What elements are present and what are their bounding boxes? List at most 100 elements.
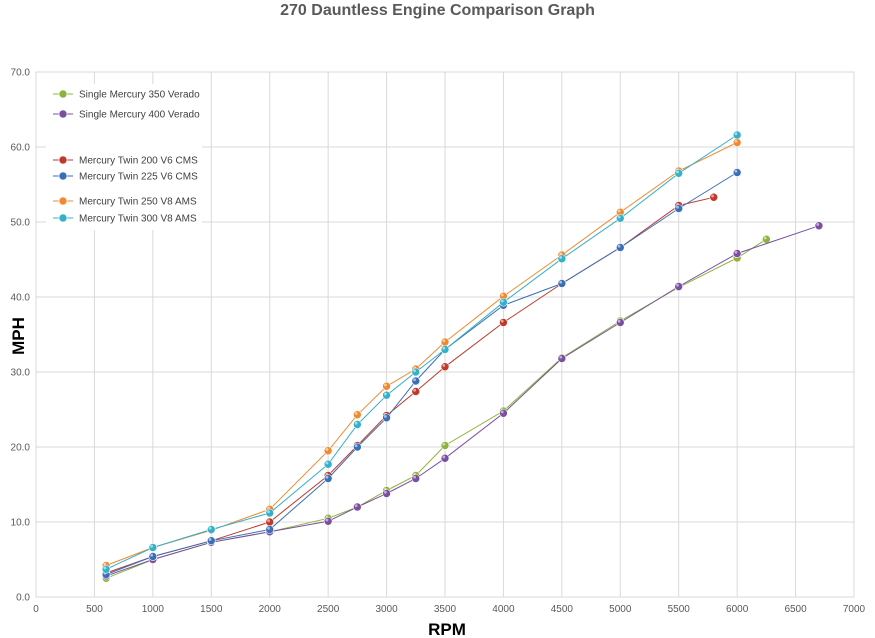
x-tick-label: 3500 — [434, 604, 457, 615]
data-point — [814, 221, 824, 231]
data-point-highlight — [442, 364, 446, 367]
data-point-highlight — [103, 566, 107, 570]
data-point — [323, 474, 333, 483]
data-point-highlight — [383, 392, 387, 396]
x-tick-label: 4000 — [492, 604, 515, 615]
data-point-highlight — [325, 461, 329, 465]
data-point-highlight — [413, 475, 416, 479]
data-point-highlight — [325, 475, 329, 479]
data-point-highlight — [103, 562, 107, 566]
legend: Single Mercury 350 Verado Single Mercury … — [46, 84, 202, 230]
data-point — [323, 459, 333, 469]
data-point — [440, 362, 450, 372]
data-point — [148, 543, 158, 552]
legend-marker — [58, 196, 68, 206]
y-tick-label: 0.0 — [16, 593, 30, 604]
series-6 — [101, 130, 742, 574]
data-point-highlight — [354, 421, 358, 425]
x-tick-label: 6000 — [726, 604, 749, 615]
data-point — [323, 516, 333, 526]
legend-item: Single Mercury 400 Verado — [53, 110, 200, 121]
legend-item: Mercury Twin 250 V8 AMS — [53, 197, 197, 208]
x-tick-label: 2500 — [317, 604, 340, 615]
legend-box — [46, 84, 202, 230]
data-point — [206, 536, 216, 546]
x-tick-label: 4500 — [551, 604, 574, 615]
data-point — [557, 254, 567, 264]
data-point-highlight — [500, 319, 504, 323]
data-point-highlight — [500, 410, 504, 414]
data-point-highlight — [413, 388, 416, 392]
data-point — [353, 442, 362, 452]
axes: 0 500 1000 1500 2000 2500 3000 3500 4000 4500 5000… — [11, 68, 866, 616]
data-point-highlight — [354, 444, 358, 448]
data-point — [732, 130, 742, 140]
data-point-highlight — [559, 252, 563, 256]
x-tick-label: 500 — [86, 604, 103, 615]
legend-marker — [58, 171, 68, 181]
data-point — [440, 337, 450, 347]
data-point — [411, 474, 421, 483]
x-tick-label: 5000 — [609, 604, 632, 615]
x-axis-title: RPM — [428, 620, 466, 638]
data-point — [353, 410, 362, 420]
data-point-highlight — [383, 383, 387, 387]
series-line — [105, 225, 820, 577]
data-point — [557, 279, 567, 288]
x-tick-label: 0 — [33, 604, 39, 615]
data-point — [101, 564, 111, 574]
chart-title: 270 Dauntless Engine Comparison Graph — [280, 2, 595, 19]
data-point-highlight — [442, 455, 446, 459]
x-tick-label: 1500 — [200, 604, 223, 615]
data-point — [709, 192, 719, 202]
data-point — [440, 441, 450, 450]
y-tick-label: 60.0 — [11, 143, 31, 154]
data-point — [148, 552, 158, 561]
data-point-highlight — [442, 346, 446, 350]
data-point — [615, 318, 625, 327]
data-point — [382, 489, 391, 498]
data-point — [732, 249, 742, 258]
legend-label: Mercury Twin 250 V8 AMS — [79, 197, 197, 208]
data-point — [382, 413, 391, 423]
data-point — [382, 381, 391, 391]
data-point — [440, 453, 450, 463]
data-point-highlight — [617, 244, 621, 248]
y-axis-title: MPH — [9, 317, 28, 355]
data-point — [382, 390, 391, 400]
data-point-highlight — [383, 490, 387, 494]
legend-marker — [58, 109, 68, 119]
legend-marker — [58, 213, 68, 223]
data-point-highlight — [413, 378, 416, 382]
data-point — [206, 525, 216, 534]
legend-item: Mercury Twin 200 V6 CMS — [53, 156, 198, 167]
data-point-highlight — [676, 170, 679, 174]
data-point-highlight — [325, 448, 329, 451]
data-point — [674, 168, 684, 178]
series-layer — [101, 130, 824, 583]
data-point-highlight — [267, 506, 270, 510]
legend-label: Mercury Twin 300 V8 AMS — [79, 214, 197, 225]
data-point — [265, 525, 275, 534]
x-tick-label: 2000 — [259, 604, 282, 615]
data-point-highlight — [617, 215, 621, 219]
data-point-highlight — [354, 412, 358, 415]
series-1 — [101, 234, 771, 583]
data-point-highlight — [150, 553, 154, 557]
data-point — [499, 318, 508, 327]
data-point-highlight — [267, 519, 270, 523]
legend-label: Single Mercury 400 Verado — [79, 110, 200, 121]
legend-item: Mercury Twin 225 V6 CMS — [53, 172, 198, 183]
data-point-highlight — [442, 442, 446, 446]
data-point — [674, 204, 684, 213]
series-line — [105, 134, 738, 570]
data-point-highlight — [734, 139, 738, 143]
data-point — [674, 282, 684, 291]
y-tick-label: 70.0 — [11, 68, 31, 79]
data-point-highlight — [208, 526, 212, 530]
x-tick-label: 3000 — [375, 604, 398, 615]
data-point-highlight — [208, 538, 212, 541]
data-point — [762, 234, 771, 244]
data-point — [265, 517, 275, 527]
series-3 — [101, 192, 719, 578]
